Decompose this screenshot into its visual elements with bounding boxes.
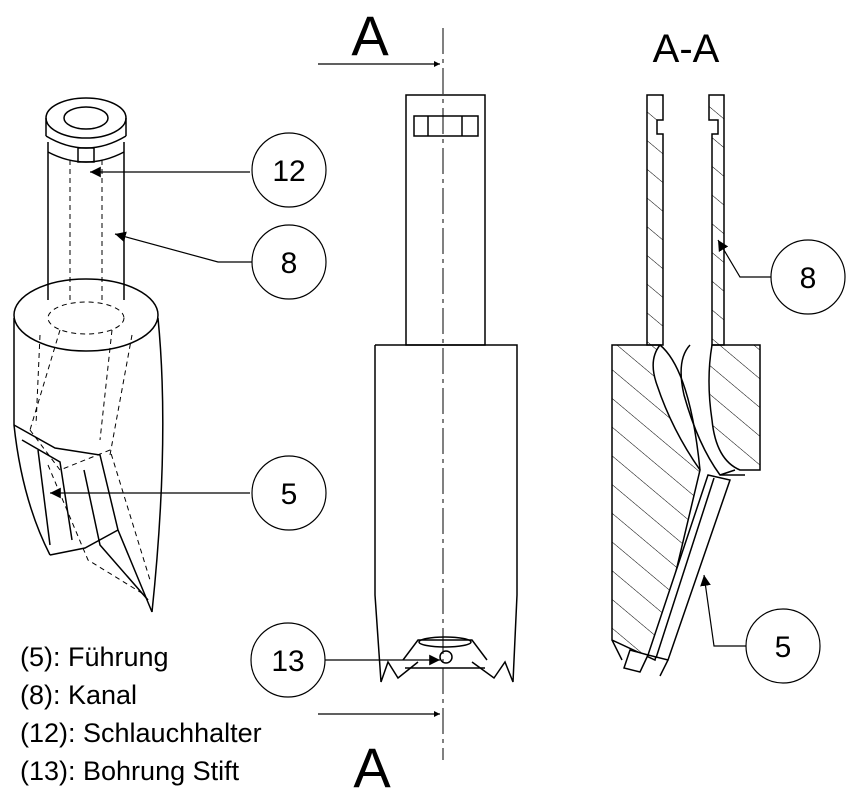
- isometric-view: [13, 97, 164, 613]
- legend-item-8: (8): Kanal: [20, 680, 138, 710]
- section-label-bottom: A: [353, 736, 391, 799]
- callout-5-section-label: 5: [775, 631, 792, 664]
- section-view: [611, 94, 761, 677]
- legend: (5): Führung (8): Kanal (12): Schlauchha…: [20, 638, 262, 790]
- legend-item-5: (5): Führung: [20, 642, 169, 672]
- callout-8-iso: 8: [114, 224, 327, 300]
- section-label-top: A: [351, 4, 389, 67]
- section-arrow-bottom: A: [318, 711, 440, 799]
- legend-item-13: (13): Bohrung Stift: [20, 756, 240, 786]
- callout-12: 12: [90, 132, 327, 208]
- callout-12-label: 12: [272, 155, 305, 188]
- callout-8-section-label: 8: [800, 262, 817, 295]
- callout-5-section: 5: [700, 574, 821, 684]
- section-title: A-A: [653, 27, 720, 71]
- front-view: [374, 28, 518, 760]
- callout-13: 13: [250, 622, 440, 698]
- callout-5-iso-label: 5: [281, 478, 298, 511]
- callout-5-iso: 5: [50, 455, 327, 531]
- callout-8-iso-label: 8: [281, 247, 298, 280]
- section-arrow-top: A: [318, 4, 440, 67]
- legend-item-12: (12): Schlauchhalter: [20, 718, 262, 748]
- callout-8-section: 8: [717, 239, 846, 315]
- callout-13-label: 13: [271, 645, 304, 678]
